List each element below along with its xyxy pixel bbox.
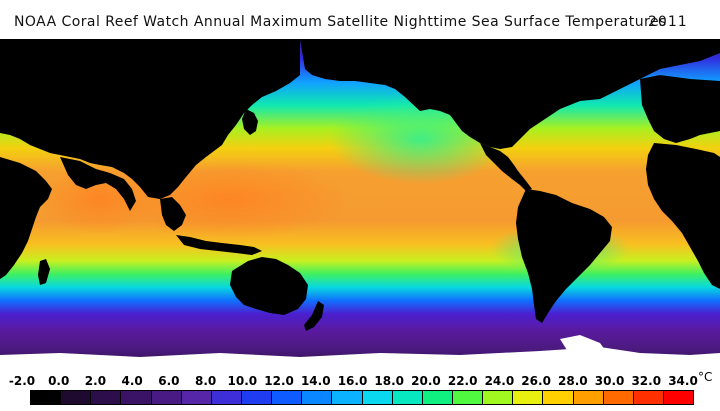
colorbar-tick-label: 2.0 [84,374,107,388]
colorbar-swatch [181,391,212,404]
colorbar-tick-label: 24.0 [484,374,515,388]
colorbar-tick-label: 4.0 [121,374,143,388]
land-masses [0,39,720,331]
colorbar-labels: °C -2.0 0.0 2.0 4.0 6.0 8.0 10.0 12.0 14.0 16.0 18… [0,370,720,390]
colorbar-swatch [513,391,544,404]
colorbar-tick-label: 30.0 [594,374,625,388]
map-title-year: 2011 [648,14,688,30]
colorbar-swatch [302,391,333,404]
colorbar-swatch [151,391,182,404]
colorbar-swatch [633,391,664,404]
colorbar-swatch [422,391,453,404]
colorbar-tick-label: 14.0 [300,374,331,388]
map-title-text: NOAA Coral Reef Watch Annual Maximum Sat… [14,14,667,30]
colorbar-tick-label: 26.0 [521,374,551,388]
colorbar-tick-label: 16.0 [337,374,368,388]
colorbar-tick-label: 20.0 [411,374,441,388]
europe-landmass [640,75,720,143]
colorbar-tick-label: 28.0 [558,374,588,388]
colorbar-tick-label: 12.0 [264,374,294,388]
colorbar-unit: °C [698,370,713,384]
southeast-asia-landmass [160,197,186,231]
sea-ice [0,335,720,370]
antarctic-ice-fringe [0,347,720,370]
colorbar-swatch [241,391,273,404]
south-america-landmass [516,189,612,323]
colorbar-tick-label: 34.0 [668,374,698,388]
australia-landmass [230,257,308,315]
africa-west-landmass [646,143,720,289]
africa-east-landmass [0,157,52,279]
colorbar-swatch [573,391,604,404]
madagascar-landmass [38,259,50,285]
new-zealand-landmass [304,301,324,331]
indian-ocean-warm-zone [40,164,160,234]
colorbar-tick-label: 22.0 [447,374,478,388]
colorbar-swatch [603,391,634,404]
colorbar-swatch [211,391,242,404]
colorbar-swatch [272,391,303,404]
colorbar-swatch [483,391,514,404]
colorbar-tick-label: 10.0 [227,374,258,388]
eurasia-landmass [0,39,300,199]
colorbar-swatch [362,391,393,404]
temperature-colorbar [30,390,694,405]
colorbar-tick-label: -2.0 [8,374,36,388]
map-title: NOAA Coral Reef Watch Annual Maximum Sat… [0,10,720,34]
colorbar-tick-label: 18.0 [374,374,405,388]
colorbar-tick-label: 32.0 [631,374,662,388]
indonesia-landmass [176,235,262,255]
greenland-landmass [560,39,640,79]
arabia-india-landmass [60,157,136,211]
colorbar-swatch [332,391,363,404]
colorbar-swatch [452,391,484,404]
sst-world-map [0,39,720,370]
colorbar-swatch [31,391,62,404]
colorbar-swatch [663,391,694,404]
colorbar-swatch [61,391,92,404]
antarctic-peninsula-ice [560,335,610,361]
colorbar-swatch [392,391,423,404]
central-america-landmass [480,143,532,191]
japan-landmass [242,109,258,135]
colorbar-tick-label: 8.0 [194,374,217,388]
colorbar-tick-label: 0.0 [48,374,70,388]
colorbar-swatch [91,391,122,404]
colorbar-swatch [121,391,152,404]
colorbar-tick-label: 6.0 [158,374,180,388]
colorbar-swatch [543,391,574,404]
sst-map-svg [0,39,720,370]
